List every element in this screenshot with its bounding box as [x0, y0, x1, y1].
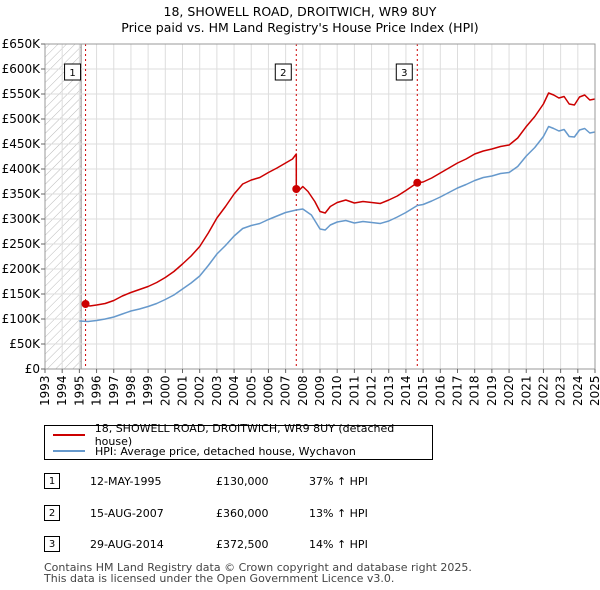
x-tick-label: 2012	[365, 375, 379, 406]
sale-price: £130,000	[216, 475, 269, 488]
sale-marker-label: 1	[69, 68, 75, 79]
sale-hpi-diff: 37% ↑ HPI	[309, 475, 368, 488]
footer: Contains HM Land Registry data © Crown c…	[44, 562, 472, 584]
x-tick-label: 1994	[55, 375, 69, 406]
x-tick-label: 2023	[554, 375, 568, 406]
legend-item-property: 18, SHOWELL ROAD, DROITWICH, WR9 8UY (de…	[53, 422, 432, 448]
price-chart: 1 2 3 £0 £50K £100K £150K £200K £250K £300K £350K…	[2, 37, 600, 406]
sale-marker-label: 2	[280, 68, 286, 79]
y-tick-label: £350K	[2, 187, 42, 201]
sale-price: £360,000	[216, 507, 269, 520]
x-tick-label: 2001	[176, 375, 190, 406]
x-tick-label: 2017	[451, 375, 465, 406]
x-tick-label: 2006	[261, 375, 275, 406]
x-tick-label: 2020	[502, 375, 516, 406]
x-tick-label: 2004	[227, 375, 241, 406]
x-tick-label: 2005	[244, 375, 258, 406]
x-tick-label: 2024	[571, 375, 585, 406]
x-tick-label: 1997	[107, 375, 121, 406]
sale-marker-box	[395, 63, 413, 81]
y-tick-label: £250K	[2, 237, 42, 251]
x-tick-label: 2002	[193, 375, 207, 406]
sale-number-badge: 3	[44, 536, 60, 552]
x-tick-label: 2025	[588, 375, 600, 406]
sale-date: 15-AUG-2007	[90, 507, 164, 520]
x-tick-label: 2011	[347, 375, 361, 406]
y-tick-label: £650K	[2, 37, 42, 51]
sale-point	[413, 178, 422, 187]
x-tick-label: 2014	[399, 375, 413, 406]
x-tick-label: 2015	[416, 375, 430, 406]
sale-number-badge: 1	[44, 473, 60, 489]
hpi-line	[79, 125, 596, 323]
x-tick-label: 1999	[141, 375, 155, 406]
sale-number-badge: 2	[44, 505, 60, 521]
y-tick-label: £300K	[2, 212, 42, 226]
copyright-text: Contains HM Land Registry data © Crown c…	[44, 561, 472, 574]
x-tick-label: 2016	[433, 375, 447, 406]
y-tick-label: £400K	[2, 162, 42, 176]
y-tick-label: £500K	[2, 112, 42, 126]
sale-row: 1 12-MAY-1995 £130,000 37% ↑ HPI	[44, 473, 464, 491]
y-tick-label: £550K	[2, 87, 42, 101]
sale-date: 12-MAY-1995	[90, 475, 162, 488]
sale-hpi-diff: 13% ↑ HPI	[309, 507, 368, 520]
sale-point	[292, 185, 301, 193]
x-tick-label: 2019	[485, 375, 499, 406]
y-tick-label: £450K	[2, 137, 42, 151]
pre-data-hatch	[45, 44, 82, 369]
x-tick-label: 2003	[210, 375, 224, 406]
legend-hpi-label: HPI: Average price, detached house, Wych…	[95, 444, 356, 458]
x-tick-label: 2007	[279, 375, 293, 406]
x-tick-label: 2008	[296, 375, 310, 406]
x-tick-label: 1998	[124, 375, 138, 406]
legend-hpi-line	[53, 450, 85, 452]
legend-item-hpi: HPI: Average price, detached house, Wych…	[53, 444, 356, 458]
sale-price: £372,500	[216, 538, 269, 551]
x-tick-label: 2013	[382, 375, 396, 406]
sale-marker-box	[274, 63, 292, 81]
y-tick-label: £0	[25, 362, 40, 376]
y-tick-label: £600K	[2, 62, 42, 76]
sale-date: 29-AUG-2014	[90, 538, 164, 551]
x-tick-label: 2009	[313, 375, 327, 406]
sale-point	[81, 300, 90, 308]
sale-hpi-diff: 14% ↑ HPI	[309, 538, 368, 551]
chart-subtitle: Price paid vs. HM Land Registry's House …	[121, 20, 479, 35]
legend: 18, SHOWELL ROAD, DROITWICH, WR9 8UY (de…	[44, 422, 433, 460]
legend-property-label: 18, SHOWELL ROAD, DROITWICH, WR9 8UY (de…	[94, 422, 395, 448]
y-tick-label: £100K	[2, 312, 42, 326]
property-price-line	[85, 92, 596, 307]
x-tick-label: 1993	[38, 375, 52, 406]
sale-marker-box	[64, 63, 82, 81]
legend-property-line	[53, 434, 85, 436]
x-tick-label: 2010	[330, 375, 344, 406]
y-tick-label: £200K	[2, 262, 42, 276]
sale-row: 3 29-AUG-2014 £372,500 14% ↑ HPI	[44, 536, 464, 554]
chart-title: 18, SHOWELL ROAD, DROITWICH, WR9 8UY	[163, 4, 437, 19]
x-tick-label: 1996	[90, 375, 104, 406]
x-tick-label: 2000	[158, 375, 172, 406]
x-tick-label: 2022	[536, 375, 550, 406]
license-text: This data is licensed under the Open Gov…	[44, 572, 395, 585]
y-tick-label: £150K	[2, 287, 42, 301]
y-tick-label: £50K	[9, 337, 41, 351]
x-tick-label: 2021	[519, 375, 533, 406]
sale-row: 2 15-AUG-2007 £360,000 13% ↑ HPI	[44, 505, 464, 523]
sale-marker-label: 3	[401, 68, 407, 79]
x-tick-label: 2018	[468, 375, 482, 406]
x-tick-label: 1995	[72, 375, 86, 406]
